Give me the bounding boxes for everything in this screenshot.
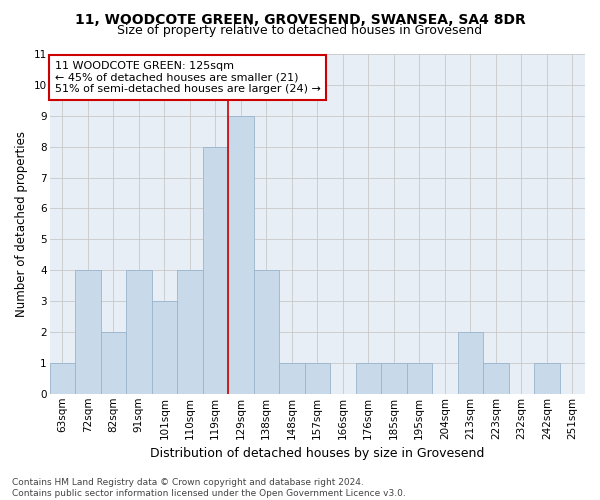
Bar bbox=[407, 363, 432, 394]
Bar bbox=[534, 363, 560, 394]
Bar bbox=[101, 332, 126, 394]
Bar bbox=[279, 363, 305, 394]
Y-axis label: Number of detached properties: Number of detached properties bbox=[15, 131, 28, 317]
Bar bbox=[381, 363, 407, 394]
Text: 11 WOODCOTE GREEN: 125sqm
← 45% of detached houses are smaller (21)
51% of semi-: 11 WOODCOTE GREEN: 125sqm ← 45% of detac… bbox=[55, 61, 321, 94]
Text: 11, WOODCOTE GREEN, GROVESEND, SWANSEA, SA4 8DR: 11, WOODCOTE GREEN, GROVESEND, SWANSEA, … bbox=[74, 12, 526, 26]
Text: Contains HM Land Registry data © Crown copyright and database right 2024.
Contai: Contains HM Land Registry data © Crown c… bbox=[12, 478, 406, 498]
Bar bbox=[228, 116, 254, 394]
Bar bbox=[483, 363, 509, 394]
X-axis label: Distribution of detached houses by size in Grovesend: Distribution of detached houses by size … bbox=[150, 447, 484, 460]
Bar bbox=[305, 363, 330, 394]
Bar bbox=[203, 146, 228, 394]
Text: Size of property relative to detached houses in Grovesend: Size of property relative to detached ho… bbox=[118, 24, 482, 37]
Bar bbox=[254, 270, 279, 394]
Bar bbox=[458, 332, 483, 394]
Bar bbox=[75, 270, 101, 394]
Bar bbox=[126, 270, 152, 394]
Bar bbox=[356, 363, 381, 394]
Bar bbox=[177, 270, 203, 394]
Bar bbox=[152, 301, 177, 394]
Bar bbox=[50, 363, 75, 394]
